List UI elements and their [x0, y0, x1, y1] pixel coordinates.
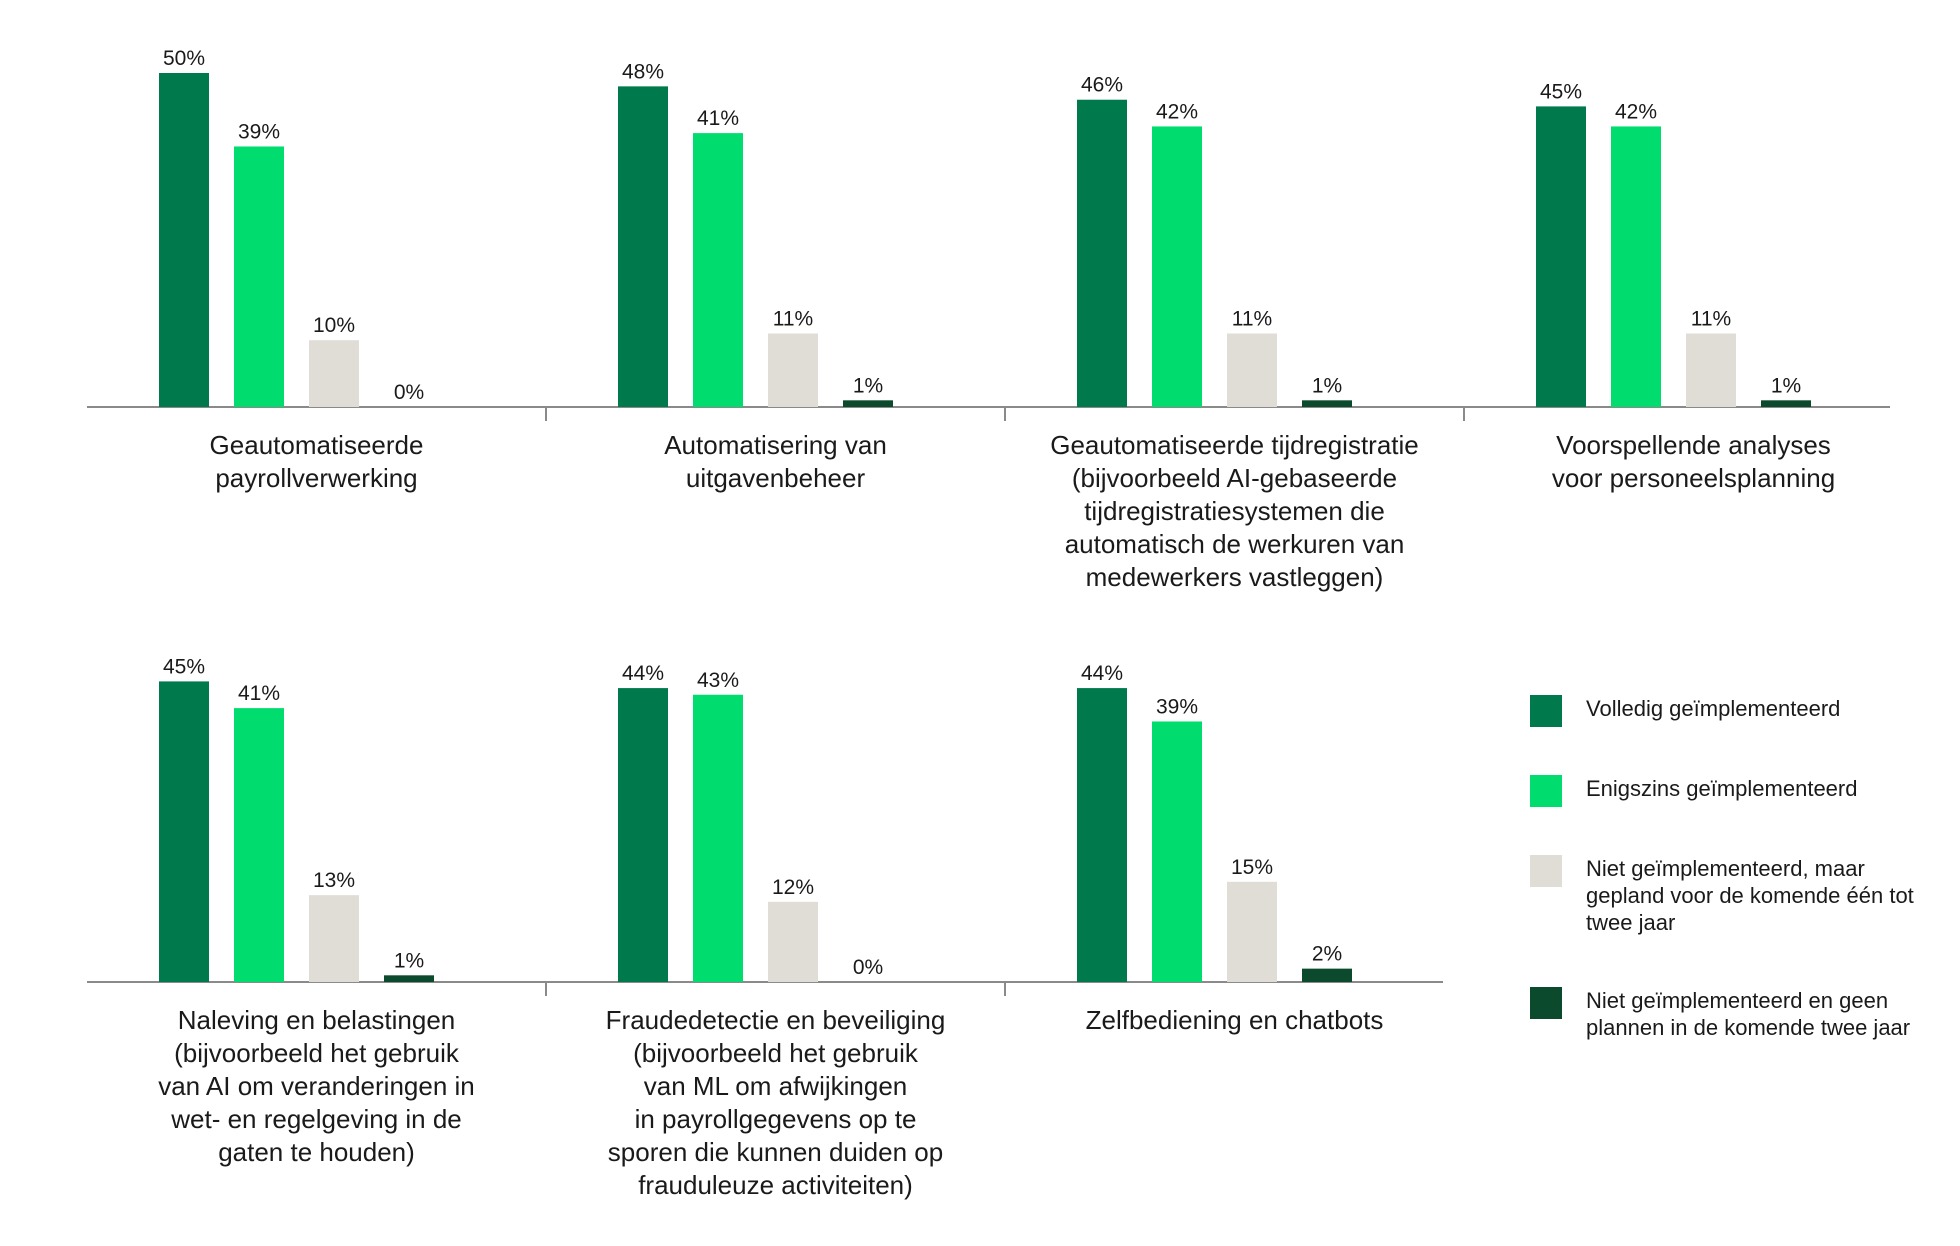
- category-label: frauduleuze activiteiten): [638, 1170, 913, 1200]
- bar: [309, 340, 359, 407]
- category-label: payrollverwerking: [215, 463, 417, 493]
- bar: [159, 73, 209, 407]
- bar-value-label: 39%: [238, 120, 280, 143]
- bar-value-label: 41%: [697, 107, 739, 130]
- bar: [1611, 126, 1661, 407]
- bar: [1761, 400, 1811, 407]
- category-label: voor personeelsplanning: [1552, 463, 1835, 493]
- bar-value-label: 1%: [1771, 374, 1801, 397]
- bar-value-label: 1%: [853, 374, 883, 397]
- legend-label-fully: Volledig geïmplementeerd: [1586, 696, 1841, 721]
- bar-value-label: 2%: [1312, 943, 1342, 966]
- bar: [1077, 688, 1127, 982]
- bar-value-label: 11%: [1691, 308, 1731, 331]
- category-label: Geautomatiseerde tijdregistratie: [1050, 430, 1419, 460]
- bar-value-label: 41%: [238, 682, 280, 705]
- bar-value-label: 11%: [773, 308, 813, 331]
- bar: [234, 708, 284, 982]
- bar-value-label: 13%: [313, 869, 355, 892]
- category-label: Automatisering van: [664, 430, 887, 460]
- bar: [1152, 126, 1202, 407]
- legend-swatch-none: [1530, 987, 1562, 1019]
- legend-swatch-partly: [1530, 775, 1562, 807]
- bar: [618, 688, 668, 982]
- bar: [1227, 881, 1277, 982]
- bar: [768, 333, 818, 407]
- bar-value-label: 1%: [1312, 374, 1342, 397]
- category-label: van AI om veranderingen in: [158, 1071, 475, 1101]
- bar-value-label: 11%: [1232, 308, 1272, 331]
- bar: [159, 681, 209, 982]
- category-label: Voorspellende analyses: [1556, 430, 1831, 460]
- bar: [309, 895, 359, 982]
- bar: [1686, 333, 1736, 407]
- legend-label-planned: Niet geïmplementeerd, maar gepland voor …: [1586, 856, 1914, 935]
- bar: [693, 133, 743, 407]
- category-label: (bijvoorbeeld AI-gebaseerde: [1072, 463, 1397, 493]
- bar-value-label: 0%: [853, 956, 883, 979]
- bar: [843, 400, 893, 407]
- category-label: in payrollgegevens op te: [635, 1104, 917, 1134]
- bar-value-label: 0%: [394, 381, 424, 404]
- bar: [1302, 968, 1352, 982]
- bar-value-label: 39%: [1156, 695, 1198, 718]
- bar-value-label: 50%: [163, 47, 205, 70]
- legend-label-partly: Enigszins geïmplementeerd: [1586, 776, 1858, 801]
- category-label: uitgavenbeheer: [686, 463, 866, 493]
- bar-value-label: 48%: [622, 60, 664, 83]
- category-label: Fraudedetectie en beveiliging: [606, 1005, 946, 1035]
- bar: [1077, 99, 1127, 407]
- category-label: (bijvoorbeeld het gebruik: [633, 1038, 919, 1068]
- bar-value-label: 43%: [697, 669, 739, 692]
- bar: [1152, 721, 1202, 982]
- bar-value-label: 10%: [313, 314, 355, 337]
- bar-value-label: 12%: [772, 876, 814, 899]
- bar: [1536, 106, 1586, 408]
- category-label: sporen die kunnen duiden op: [608, 1137, 943, 1167]
- bar-value-label: 15%: [1231, 856, 1273, 879]
- category-label: gaten te houden): [218, 1137, 415, 1167]
- category-label: Zelfbediening en chatbots: [1086, 1005, 1384, 1035]
- legend-label-none: Niet geïmplementeerd en geen plannen in …: [1586, 988, 1911, 1040]
- bar: [693, 694, 743, 982]
- bar-value-label: 1%: [394, 949, 424, 972]
- category-label: Naleving en belastingen: [178, 1005, 456, 1035]
- bar-value-label: 45%: [163, 655, 205, 678]
- bar: [1302, 400, 1352, 407]
- bar-value-label: 44%: [1081, 662, 1123, 685]
- category-label: (bijvoorbeeld het gebruik: [174, 1038, 460, 1068]
- bar-value-label: 45%: [1540, 80, 1582, 103]
- bar: [618, 86, 668, 408]
- bar: [384, 975, 434, 982]
- category-label: wet- en regelgeving in de: [170, 1104, 462, 1134]
- bar-value-label: 44%: [622, 662, 664, 685]
- category-label: medewerkers vastleggen): [1086, 562, 1384, 592]
- bar: [768, 901, 818, 982]
- bar-value-label: 42%: [1615, 100, 1657, 123]
- bar-value-label: 42%: [1156, 100, 1198, 123]
- legend-swatch-fully: [1530, 695, 1562, 727]
- category-label: van ML om afwijkingen: [644, 1071, 908, 1101]
- bar: [1227, 333, 1277, 407]
- category-label: automatisch de werkuren van: [1065, 529, 1405, 559]
- bar-value-label: 46%: [1081, 74, 1123, 97]
- category-label: tijdregistratiesystemen die: [1084, 496, 1385, 526]
- category-label: Geautomatiseerde: [210, 430, 424, 460]
- legend-swatch-planned: [1530, 855, 1562, 887]
- bar: [234, 146, 284, 408]
